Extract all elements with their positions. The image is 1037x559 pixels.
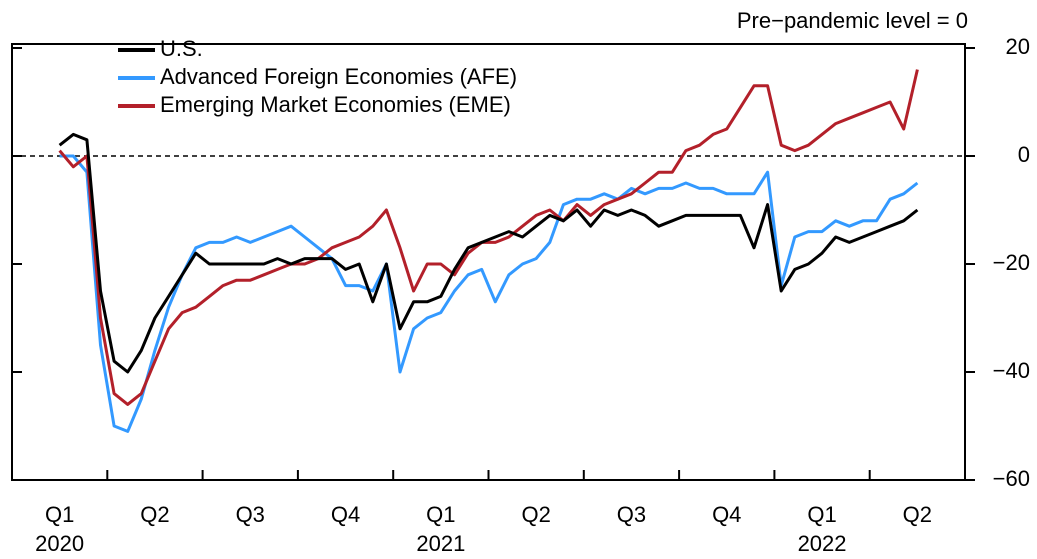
x-tick-label: Q2	[140, 502, 169, 527]
x-tick-label: Q1	[807, 502, 836, 527]
x-tick-label: Q1	[45, 502, 74, 527]
legend-label: U.S.	[160, 36, 203, 61]
y-tick-label: 0	[1018, 142, 1030, 167]
annotation: Pre−pandemic level = 0	[737, 8, 968, 33]
legend-label: Advanced Foreign Economies (AFE)	[160, 64, 517, 89]
series-line	[58, 132, 919, 374]
x-year-label: 2021	[416, 531, 465, 556]
x-year-label: 2020	[35, 531, 84, 556]
series-line	[58, 69, 919, 406]
x-tick-label: Q1	[426, 502, 455, 527]
x-tick-label: Q3	[617, 502, 646, 527]
series-line	[59, 154, 919, 433]
y-tick-label: 20	[1006, 34, 1030, 59]
x-tick-label: Q4	[712, 502, 741, 527]
y-tick-label: −60	[993, 466, 1030, 491]
x-tick-label: Q4	[331, 502, 360, 527]
x-year-label: 2022	[798, 531, 847, 556]
y-tick-label: −20	[993, 250, 1030, 275]
y-tick-label: −40	[993, 358, 1030, 383]
x-tick-label: Q2	[521, 502, 550, 527]
x-tick-label: Q3	[236, 502, 265, 527]
legend-label: Emerging Market Economies (EME)	[160, 92, 511, 117]
x-tick-label: Q2	[903, 502, 932, 527]
